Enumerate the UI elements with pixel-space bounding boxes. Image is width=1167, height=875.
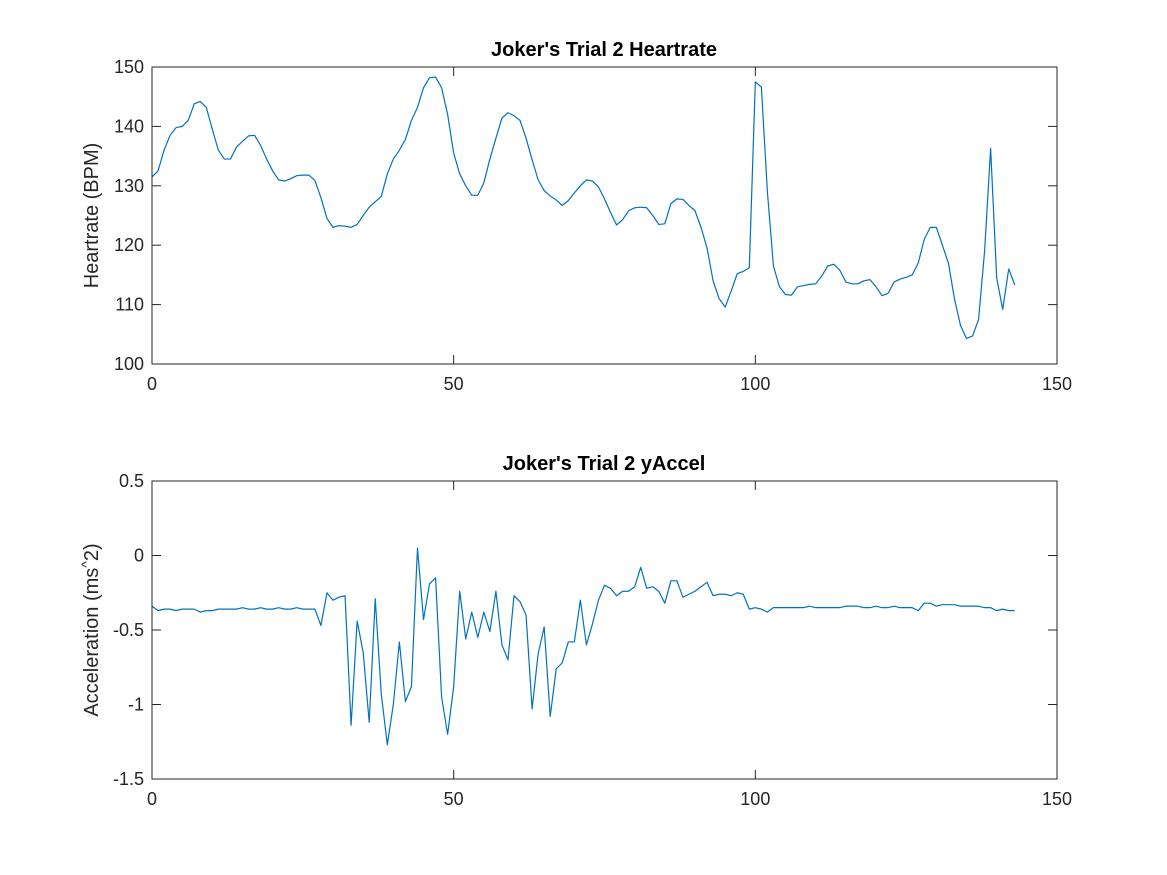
yaccel-x-tick-label: 150: [1042, 789, 1072, 809]
yaccel-axis-ticks: 0 50 100 150 -1.5 -1 -0.5 0 0.5: [113, 471, 1072, 809]
yaccel-axes-box: [151, 480, 1058, 780]
yaccel-y-axis-label: Acceleration (ms^2): [78, 543, 103, 716]
yaccel-chart: Joker's Trial 2 yAccel Acceleration (ms^…: [78, 453, 1072, 809]
heartrate-y-tick-label: 100: [114, 354, 144, 374]
yaccel-series: [151, 547, 1015, 746]
heartrate-y-axis-label: Heartrate (BPM): [81, 143, 103, 289]
heartrate-x-tick-label: 100: [740, 374, 770, 394]
yaccel-x-tick-label: 100: [740, 789, 770, 809]
yaccel-chart-title: Joker's Trial 2 yAccel: [503, 453, 706, 475]
heartrate-y-tick-label: 120: [114, 235, 144, 255]
heartrate-chart: Joker's Trial 2 Heartrate Heartrate (BPM…: [81, 39, 1072, 394]
yaccel-plot-area: [152, 481, 1057, 779]
heartrate-series: [151, 76, 1016, 340]
yaccel-series-line: [151, 547, 1015, 746]
yaccel-x-tick-label: 0: [147, 789, 157, 809]
heartrate-series-line: [151, 76, 1016, 340]
yaccel-y-tick-label: -1: [128, 695, 144, 715]
yaccel-y-tick-label: 0.5: [119, 471, 144, 491]
heartrate-x-tick-label: 150: [1042, 374, 1072, 394]
heartrate-x-tick-label: 50: [444, 374, 464, 394]
heartrate-y-tick-label: 150: [114, 57, 144, 77]
yaccel-y-tick-label: -1.5: [113, 769, 144, 789]
yaccel-y-tick-label: 0: [134, 546, 144, 566]
heartrate-plot-area: [152, 67, 1057, 364]
heartrate-y-tick-label: 110: [115, 295, 144, 315]
heartrate-chart-title: Joker's Trial 2 Heartrate: [491, 39, 717, 61]
heartrate-axis-ticks: 0 50 100 150 100 110 120 130 140 150: [114, 57, 1072, 394]
yaccel-y-tick-label: -0.5: [113, 620, 144, 640]
heartrate-x-tick-label: 0: [147, 374, 157, 394]
yaccel-x-tick-label: 50: [444, 789, 464, 809]
heartrate-y-tick-label: 140: [114, 116, 144, 136]
heartrate-axes-box: [151, 66, 1058, 365]
heartrate-y-tick-label: 130: [114, 176, 144, 196]
